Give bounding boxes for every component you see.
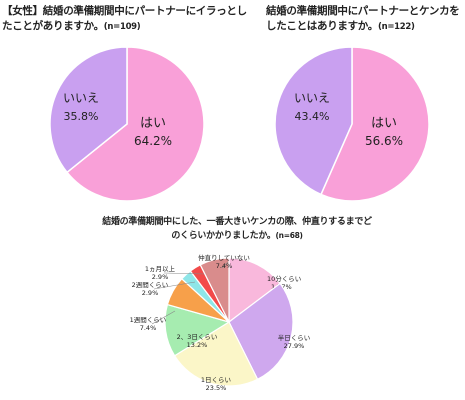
chart-2-slice-1-label: はい (371, 116, 397, 131)
chart-3-slice-6-value: 2.9% (142, 289, 159, 297)
chart-1-sample-size: (n=109) (103, 22, 141, 32)
chart-3-sample-size: (n=68) (275, 231, 303, 240)
chart-3-slice-8 (199, 257, 230, 323)
chart-3-slice-3 (173, 321, 259, 387)
chart-2-title: 結婚の準備期間中にパートナーとケンカをしたことはありますか。(n=122) (266, 5, 460, 32)
chart-2-slice-1 (319, 46, 430, 202)
chart-3-leader-8 (221, 261, 229, 269)
chart-3-slice-8-label: 仲直りしていない (198, 253, 250, 262)
chart-3-leader-6 (153, 281, 196, 290)
chart-1-slice-2-label: いいえ (63, 91, 99, 105)
chart-3-slice-2 (228, 282, 294, 381)
chart-1-slice-1 (66, 46, 205, 202)
chart-3-leader-7 (163, 272, 206, 275)
chart-2-slice-2 (274, 46, 353, 196)
chart-3-slice-7-label: 1ヵ月以上 (145, 264, 176, 273)
chart-3-slice-1 (228, 257, 281, 324)
chart-3-slice-2-label: 半日くらい (278, 333, 311, 342)
chart-3-slice-4-label: 2、3日くらい (177, 333, 218, 341)
chart-3-leader-5 (151, 310, 176, 325)
chart-1-slice-1-value: 64.2% (134, 134, 172, 148)
chart-3-slice-5-value: 7.4% (140, 324, 157, 332)
chart-3-slice-8-value: 7.4% (216, 262, 233, 270)
chart-3-slice-3-value: 23.5% (206, 384, 227, 392)
chart-3-title: 結婚の準備期間中にした、一番大きいケンカの際、仲直りするまでどのくらいかかりまし… (102, 217, 372, 241)
chart-1-slice-1-label: はい (140, 116, 166, 131)
chart-1-title: 【女性】結婚の準備期間中にパートナーにイラっとしたことがありますか。(n=109… (2, 5, 247, 32)
chart-3-slice-3-label: 1日くらい (201, 376, 231, 384)
chart-3-slice-1-label: 10分くらい (267, 274, 301, 283)
chart-2-slice-1-value: 56.6% (365, 134, 403, 148)
chart-2-slice-2-value: 43.4% (295, 110, 330, 123)
chart-3-slice-5-label: 1週間くらい (130, 315, 167, 324)
chart-3-slice-6-label: 2週間くらい (132, 280, 169, 289)
chart-2-slice-2-label: いいえ (294, 91, 330, 105)
chart-1-slice-2-value: 35.8% (64, 110, 99, 123)
chart-2-sample-size: (n=122) (378, 22, 415, 32)
chart-1-slice-2 (49, 46, 128, 174)
chart-3-slice-7-value: 2.9% (152, 273, 169, 281)
chart-3-slice-2-value: 27.9% (284, 342, 305, 350)
chart-3-slice-4-value: 13.2% (187, 341, 208, 349)
